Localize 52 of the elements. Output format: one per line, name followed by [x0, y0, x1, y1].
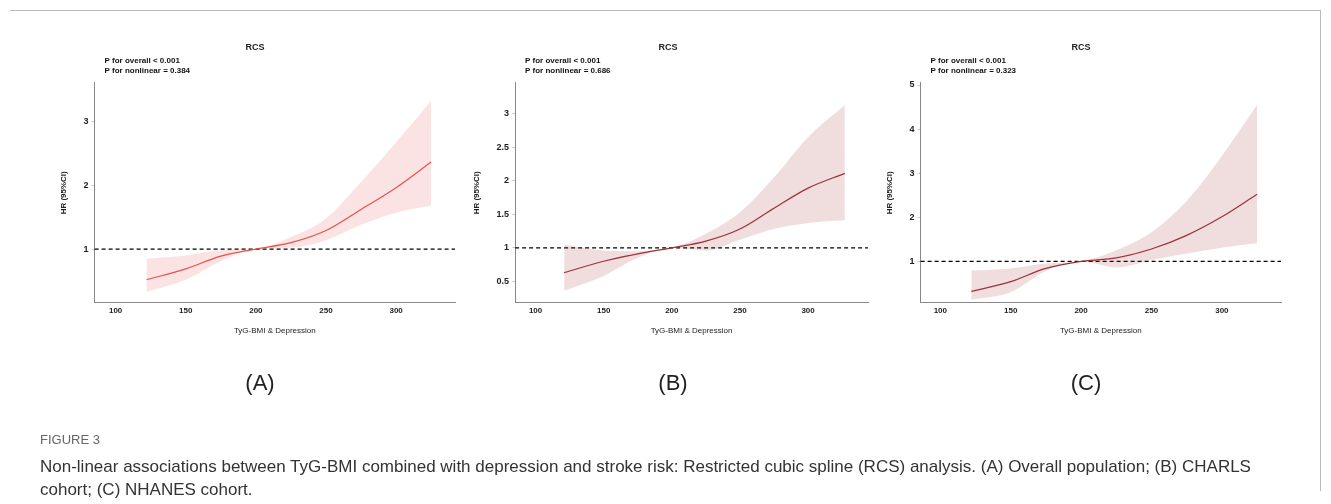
y-tick-label: 0.5: [496, 275, 510, 286]
y-tick-label: 2: [83, 179, 89, 190]
y-tick-label: 3: [83, 115, 89, 126]
y-tick-label: 1: [83, 243, 89, 254]
x-tick-label: 300: [1215, 305, 1230, 315]
line-series: [970, 193, 1258, 292]
y-tick-label: 2: [909, 211, 915, 222]
x-tick-label: 200: [665, 305, 680, 315]
y-tick-label: 3: [504, 108, 510, 119]
x-tick-label: 100: [528, 305, 543, 315]
text: P for nonlinear = 0.384: [104, 66, 191, 75]
y-tick-label: 4: [909, 123, 915, 134]
x-axis-title: TyG-BMI & Depression: [650, 326, 733, 336]
y-tick-label: 1: [909, 255, 915, 266]
y-tick-label: 1.5: [496, 208, 510, 219]
y-axis-title: HR (95%CI): [59, 170, 68, 215]
text: P for overall < 0.001: [104, 56, 181, 65]
x-tick-label: 250: [1144, 305, 1159, 315]
text: Non-linear associations between TyG-BMI combined with depression and stroke risk: Restricted cubic spline (RCS) analysis. (A) Overall population; (B) CHARLS cohort; (C) NHANES cohort.: [40, 456, 1252, 501]
x-tick-label: 250: [319, 305, 334, 315]
text: P for overall < 0.001: [525, 56, 601, 65]
x-tick-label: 200: [249, 305, 264, 315]
chart-title: RCS: [245, 41, 265, 52]
text: (B): [657, 370, 689, 396]
y-axis-title: HR (95%CI): [885, 170, 894, 215]
x-tick-label: 100: [933, 305, 948, 315]
chart-title: RCS: [1071, 41, 1091, 52]
x-tick-label: 300: [801, 305, 816, 315]
x-tick-label: 150: [596, 305, 611, 315]
text: P for overall < 0.001: [930, 56, 1007, 65]
text: (A): [244, 370, 276, 396]
y-tick-label: 2: [504, 175, 510, 186]
x-tick-label: 150: [1004, 305, 1018, 315]
y-axis-title: HR (95%CI): [472, 170, 481, 215]
y-tick-label: 2.5: [496, 141, 510, 152]
x-axis-title: TyG-BMI & Depression: [233, 326, 316, 336]
text: P for nonlinear = 0.686: [525, 66, 612, 75]
caption: FIGURE 3: [40, 431, 101, 449]
y-tick-label: 3: [909, 167, 915, 178]
x-tick-label: 300: [389, 305, 404, 315]
line-series: [145, 161, 432, 281]
x-tick-label: 100: [108, 305, 123, 315]
x-axis-title: TyG-BMI & Depression: [1059, 326, 1142, 336]
x-tick-label: 250: [733, 305, 748, 315]
y-tick-label: 1: [504, 242, 510, 253]
x-tick-label: 150: [179, 305, 193, 315]
text: P for nonlinear = 0.323: [930, 66, 1017, 75]
y-tick-label: 5: [909, 79, 915, 90]
text: (C): [1069, 370, 1103, 396]
x-tick-label: 200: [1074, 305, 1089, 315]
chart-title: RCS: [658, 41, 678, 52]
line-series: [563, 172, 846, 274]
